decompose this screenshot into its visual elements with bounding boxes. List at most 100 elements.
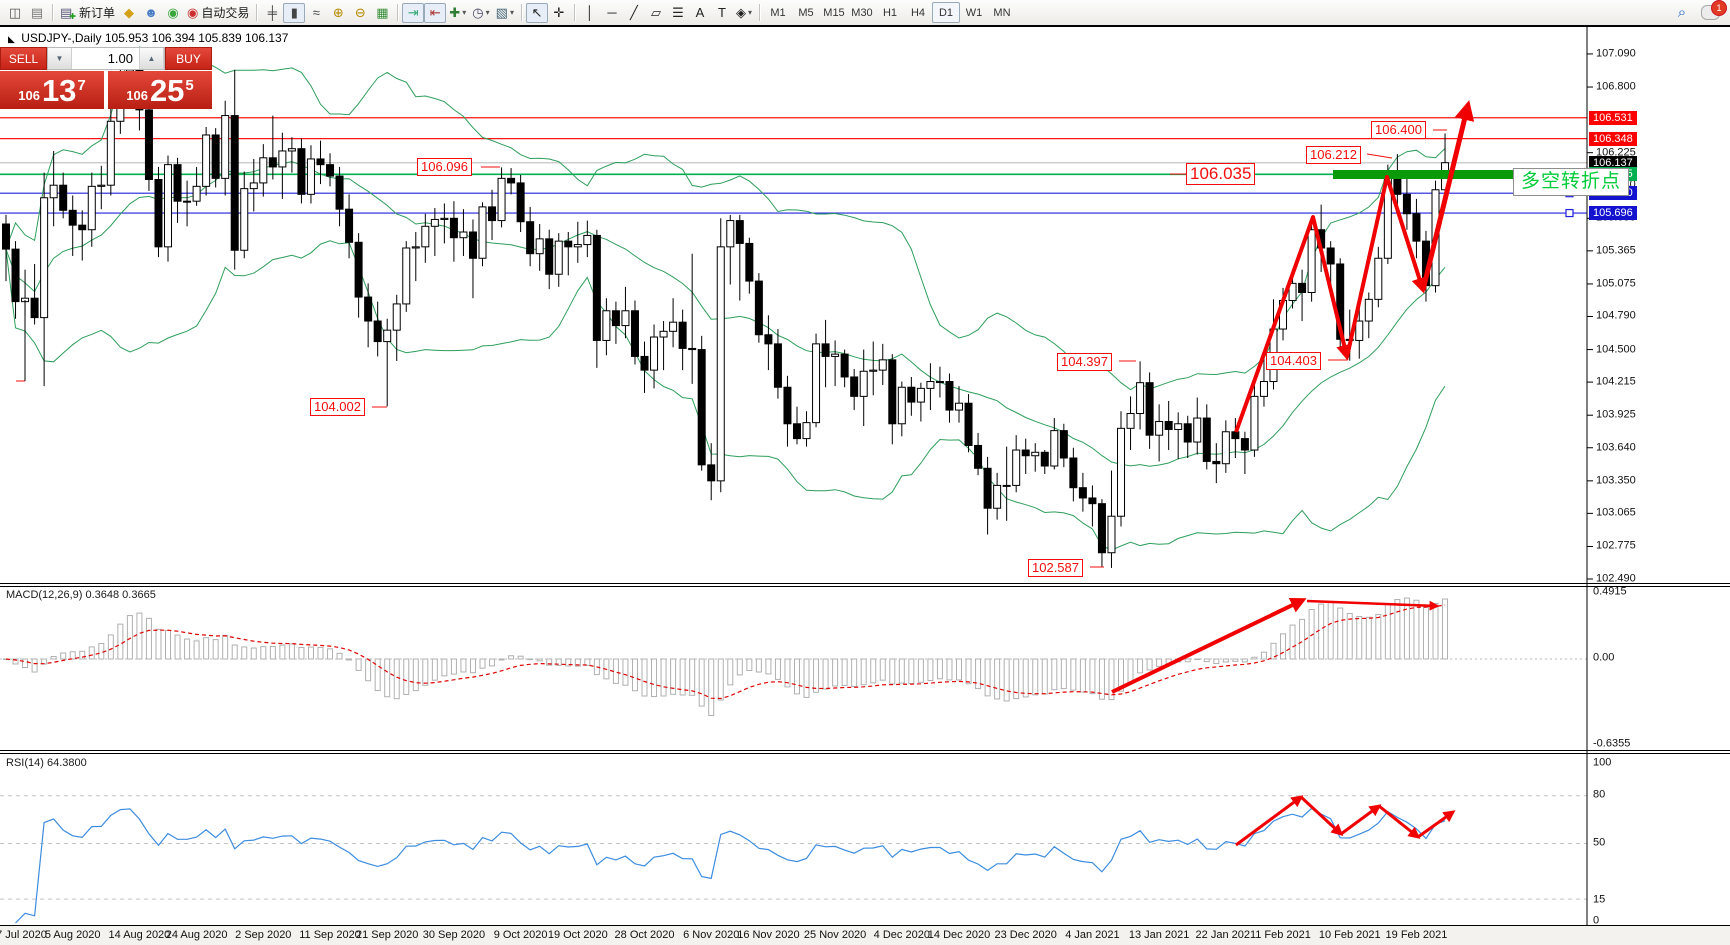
trend-arrow[interactable] bbox=[1417, 810, 1456, 839]
trend-arrow[interactable] bbox=[1234, 215, 1352, 433]
rsi-axis-tick: 100 bbox=[1593, 756, 1612, 769]
new-order-icon: ▤ bbox=[60, 4, 73, 20]
text-icon: A bbox=[695, 5, 705, 20]
price-callout-label[interactable]: 104.397 bbox=[1057, 353, 1112, 371]
trend-arrow[interactable] bbox=[1420, 100, 1475, 291]
line-chart-icon: ≈ bbox=[312, 5, 320, 20]
date-axis-label: 23 Dec 2020 bbox=[994, 929, 1057, 941]
date-axis-label: 10 Feb 2021 bbox=[1318, 929, 1381, 941]
indicators-button[interactable]: ✚ ▾ bbox=[446, 3, 469, 23]
trend-arrow[interactable] bbox=[1345, 175, 1427, 358]
date-axis-label: 30 Sep 2020 bbox=[422, 929, 486, 941]
line-chart-button[interactable]: ≈ bbox=[305, 3, 327, 23]
zoom-in-button[interactable]: ⊕ bbox=[327, 3, 349, 23]
timeframe-button-m1[interactable]: M1 bbox=[770, 6, 786, 19]
profile-window-icon: ▤ bbox=[30, 4, 44, 20]
date-axis-label: 13 Jan 2021 bbox=[1128, 929, 1190, 941]
auto-scroll-button[interactable]: ⇥ bbox=[402, 2, 425, 23]
fibonacci-button[interactable]: ☰ bbox=[667, 3, 689, 23]
sell-button[interactable]: SELL bbox=[0, 47, 47, 70]
shapes-icon: ◈ bbox=[735, 4, 746, 20]
price-badge: 106.531 bbox=[1589, 110, 1637, 125]
price-callout-label[interactable]: 104.403 bbox=[1266, 352, 1321, 370]
sell-price-pip: 7 bbox=[77, 77, 86, 94]
price-callout-label[interactable]: 102.587 bbox=[1028, 559, 1083, 577]
price-badge: 106.348 bbox=[1589, 131, 1637, 146]
quotes-icon-button[interactable]: ◆ bbox=[118, 3, 140, 23]
price-callout-label[interactable]: 106.096 bbox=[417, 158, 472, 176]
support-zone-bar[interactable] bbox=[1333, 170, 1513, 179]
horizontal-line-button[interactable]: ─ bbox=[601, 3, 623, 23]
price-axis-tick: 103.350 bbox=[1596, 474, 1636, 487]
timeframe-button-d1[interactable]: D1 bbox=[931, 2, 960, 23]
periods-button[interactable]: ◷ ▾ bbox=[469, 3, 492, 23]
text-label-button[interactable]: T bbox=[711, 3, 733, 23]
price-callout-label[interactable]: 106.035 bbox=[1186, 163, 1256, 185]
vertical-line-button[interactable]: │ bbox=[579, 3, 601, 23]
community-button[interactable]: ☻ bbox=[140, 3, 162, 23]
volume-decrease-button[interactable]: ▼ bbox=[48, 48, 72, 69]
chart-shift-button[interactable]: ⇤ bbox=[424, 2, 447, 23]
zoom-out-button[interactable]: ⊖ bbox=[349, 3, 371, 23]
sell-price-button[interactable]: 106 13 7 bbox=[0, 71, 104, 109]
text-button[interactable]: A bbox=[689, 3, 711, 23]
buy-price-handle: 106 bbox=[126, 88, 148, 103]
buy-button[interactable]: BUY bbox=[165, 47, 212, 70]
hline-selection-handle[interactable] bbox=[1565, 208, 1574, 218]
date-axis-label: 21 Sep 2020 bbox=[355, 929, 419, 941]
notification-badge: 1 bbox=[1711, 0, 1727, 16]
crosshair-icon: ✛ bbox=[553, 4, 565, 20]
price-callout-label[interactable]: 106.400 bbox=[1371, 121, 1426, 139]
notifications-button[interactable]: 1 bbox=[1701, 0, 1727, 20]
chart-window-button[interactable]: ◫ bbox=[4, 3, 26, 23]
crosshair-button[interactable]: ✛ bbox=[548, 3, 570, 23]
price-axis-tick: 105.075 bbox=[1596, 277, 1636, 290]
trend-arrow[interactable] bbox=[1378, 804, 1421, 839]
price-callout-label[interactable]: 104.002 bbox=[310, 398, 365, 416]
main-toolbar: ◫ ▤ ▤ ✚ 新订单 ◆ ☻ ◉ ◉ 自动交易 ╪ ▮ ≈ ⊕ ⊖ ▦ ⇥ ⇤ ✚ ▾ ◷ ▾ ▧ ▾ ↖ ✛ │ ─ ╱ ▱ ☰ A T ◈ ▾… bbox=[0, 0, 1730, 25]
trendline-button[interactable]: ╱ bbox=[623, 3, 645, 23]
new-order-button[interactable]: ▤ ✚ 新订单 bbox=[57, 3, 118, 23]
trend-arrow[interactable] bbox=[1299, 795, 1344, 837]
trend-arrow[interactable] bbox=[1340, 804, 1382, 836]
broadcast-icon: ◉ bbox=[167, 4, 179, 20]
timeframe-button-h1[interactable]: H1 bbox=[882, 6, 898, 19]
trend-arrow[interactable] bbox=[1306, 599, 1440, 611]
volume-input[interactable] bbox=[72, 48, 139, 69]
bar-chart-button[interactable]: ╪ bbox=[261, 3, 283, 23]
timeframe-button-h4[interactable]: H4 bbox=[910, 6, 926, 19]
timeframe-button-m5[interactable]: M5 bbox=[798, 6, 814, 19]
price-axis-tick: 103.640 bbox=[1596, 441, 1636, 454]
timeframe-button-mn[interactable]: MN bbox=[993, 6, 1011, 19]
rsi-axis-tick: 80 bbox=[1593, 788, 1606, 801]
indicators-icon: ✚ bbox=[449, 4, 461, 20]
one-click-trading-panel: SELL ▼ ▲ BUY 106 13 7 106 25 5 bbox=[0, 47, 212, 109]
buy-price-big: 25 bbox=[149, 73, 185, 108]
price-axis-tick: 104.215 bbox=[1596, 375, 1636, 388]
autotrading-button[interactable]: ◉ 自动交易 bbox=[184, 3, 252, 23]
volume-increase-button[interactable]: ▲ bbox=[139, 48, 164, 69]
channel-button[interactable]: ▱ bbox=[645, 3, 667, 23]
tile-windows-button[interactable]: ▦ bbox=[371, 3, 393, 23]
profile-window-button[interactable]: ▤ bbox=[26, 3, 48, 23]
trend-arrow[interactable] bbox=[1111, 598, 1307, 694]
cursor-button[interactable]: ↖ bbox=[525, 2, 548, 23]
timeframe-button-m15[interactable]: M15 bbox=[823, 6, 845, 19]
shapes-button[interactable]: ◈ ▾ bbox=[733, 3, 755, 23]
date-axis-label: 9 Oct 2020 bbox=[493, 929, 548, 941]
zoom-in-icon: ⊕ bbox=[332, 4, 344, 20]
search-button[interactable]: ⌕ bbox=[1677, 4, 1687, 21]
symbol-period-label: USDJPY-,Daily bbox=[21, 31, 102, 45]
timeframe-button-w1[interactable]: W1 bbox=[965, 6, 983, 19]
price-callout-label[interactable]: 106.212 bbox=[1306, 146, 1361, 164]
trend-arrow[interactable] bbox=[1235, 795, 1304, 847]
timeframe-button-m30[interactable]: M30 bbox=[851, 6, 873, 19]
broadcast-button[interactable]: ◉ bbox=[162, 3, 184, 23]
annotation-text-box[interactable]: 多空转折点 bbox=[1513, 168, 1629, 196]
buy-price-button[interactable]: 106 25 5 bbox=[108, 71, 212, 109]
date-axis-label: 4 Jan 2021 bbox=[1065, 929, 1120, 941]
candlestick-chart-button[interactable]: ▮ bbox=[283, 2, 306, 23]
templates-button[interactable]: ▧ ▾ bbox=[493, 3, 517, 23]
